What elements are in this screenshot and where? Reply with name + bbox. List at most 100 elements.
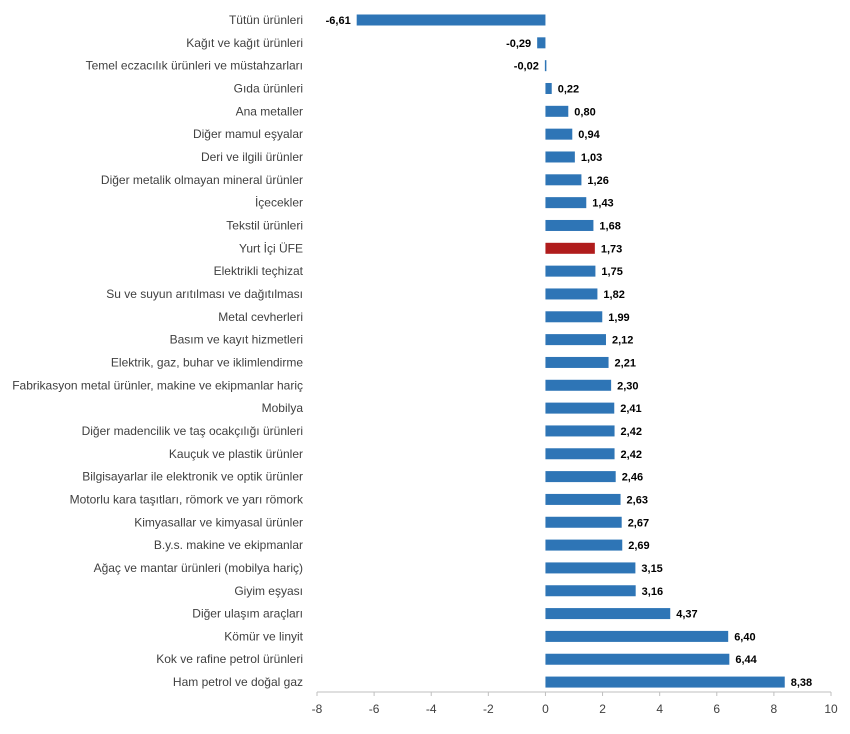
bar — [545, 197, 587, 209]
data-label: -0,02 — [514, 61, 539, 73]
data-label: 2,21 — [615, 357, 636, 369]
data-label: 4,37 — [676, 609, 697, 621]
bar — [545, 539, 623, 551]
category-label: Kömür ve linyit — [224, 629, 303, 643]
bar — [545, 151, 575, 163]
category-label: Yurt İçi ÜFE — [239, 241, 303, 255]
data-label: 1,75 — [601, 266, 622, 278]
category-label: Kağıt ve kağıt ürünleri — [186, 36, 303, 50]
category-label: İçecekler — [255, 196, 303, 210]
bar — [545, 653, 730, 665]
bar — [545, 379, 612, 391]
bar — [545, 585, 636, 597]
bar — [356, 14, 546, 26]
bar — [545, 128, 573, 140]
data-label: 2,46 — [622, 472, 643, 484]
bar — [545, 471, 616, 483]
bar — [545, 562, 636, 574]
data-label: 1,99 — [608, 312, 629, 324]
category-label: Basım ve kayıt hizmetleri — [170, 333, 303, 347]
category-label: Metal cevherleri — [218, 310, 303, 324]
category-label: Kok ve rafine petrol ürünleri — [156, 652, 303, 666]
category-label: Giyim eşyası — [234, 584, 303, 598]
category-label: Bilgisayarlar ile elektronik ve optik ür… — [82, 470, 303, 484]
data-label: 0,80 — [574, 106, 595, 118]
bar — [545, 82, 552, 94]
bar — [545, 608, 671, 620]
category-label: Diğer ulaşım araçları — [192, 607, 303, 621]
bar — [545, 265, 596, 277]
bar — [545, 493, 621, 505]
x-tick-label: 4 — [656, 702, 663, 716]
x-tick-label: -6 — [369, 702, 380, 716]
bar — [545, 425, 615, 437]
category-label: Tütün ürünleri — [229, 13, 303, 27]
category-label: B.y.s. makine ve ekipmanlar — [154, 538, 303, 552]
x-tick-label: 2 — [599, 702, 606, 716]
data-label: 2,63 — [627, 494, 648, 506]
bar — [545, 448, 615, 460]
bar — [544, 60, 547, 72]
data-label: 2,42 — [621, 449, 642, 461]
category-label: Diğer madencilik ve taş ocakçılığı ürünl… — [82, 424, 303, 438]
data-label: 1,82 — [603, 289, 624, 301]
category-label: Motorlu kara taşıtları, römork ve yarı r… — [70, 492, 304, 506]
category-label: Elektrikli teçhizat — [214, 264, 304, 278]
data-label: 3,15 — [641, 563, 662, 575]
category-label: Diğer metalik olmayan mineral ürünler — [101, 173, 303, 187]
bar — [545, 402, 615, 414]
data-label: -6,61 — [326, 15, 351, 27]
category-label: Ana metaller — [236, 104, 303, 118]
bar — [545, 356, 609, 368]
data-label: 2,67 — [628, 517, 649, 529]
data-label: -0,29 — [506, 38, 531, 50]
data-label: 6,44 — [735, 654, 757, 666]
category-label: Fabrikasyon metal ürünler, makine ve eki… — [12, 378, 303, 392]
bar — [545, 311, 603, 323]
data-label: 2,41 — [620, 403, 641, 415]
category-label: Diğer mamul eşyalar — [193, 127, 303, 141]
x-tick-label: 10 — [824, 702, 838, 716]
category-label: Temel eczacılık ürünleri ve müstahzarlar… — [86, 59, 303, 73]
category-label: Gıda ürünleri — [234, 81, 303, 95]
x-tick-label: 8 — [771, 702, 778, 716]
data-label: 6,40 — [734, 631, 755, 643]
x-tick-label: -8 — [312, 702, 323, 716]
data-label: 3,16 — [642, 586, 663, 598]
bar — [545, 219, 594, 231]
data-label: 2,12 — [612, 335, 633, 347]
category-label: Su ve suyun arıtılması ve dağıtılması — [106, 287, 303, 301]
data-label: 2,42 — [621, 426, 642, 438]
category-label: Ham petrol ve doğal gaz — [173, 675, 303, 689]
bar — [545, 516, 622, 528]
data-label: 1,43 — [592, 198, 613, 210]
bar — [545, 334, 606, 346]
category-label: Kimyasallar ve kimyasal ürünler — [134, 515, 303, 529]
category-label: Kauçuk ve plastik ürünler — [169, 447, 303, 461]
data-label: 8,38 — [791, 677, 812, 689]
bar — [545, 105, 569, 117]
x-tick-label: 0 — [542, 702, 549, 716]
bar — [545, 288, 598, 300]
highlight-bar — [545, 242, 595, 254]
data-label: 0,94 — [578, 129, 600, 141]
category-label: Elektrik, gaz, buhar ve iklimlendirme — [111, 355, 303, 369]
bar — [545, 174, 582, 186]
x-tick-label: -2 — [483, 702, 494, 716]
data-label: 2,69 — [628, 540, 649, 552]
bar — [537, 37, 546, 49]
data-label: 1,26 — [587, 175, 608, 187]
x-tick-label: 6 — [713, 702, 720, 716]
data-label: 2,30 — [617, 380, 638, 392]
data-label: 1,03 — [581, 152, 602, 164]
category-label: Deri ve ilgili ürünler — [201, 150, 303, 164]
x-tick-label: -4 — [426, 702, 437, 716]
category-label: Ağaç ve mantar ürünleri (mobilya hariç) — [94, 561, 303, 575]
bar — [545, 676, 785, 688]
category-label: Tekstil ürünleri — [226, 218, 303, 232]
category-label: Mobilya — [262, 401, 304, 415]
data-label: 1,68 — [599, 220, 620, 232]
bar — [545, 630, 729, 642]
